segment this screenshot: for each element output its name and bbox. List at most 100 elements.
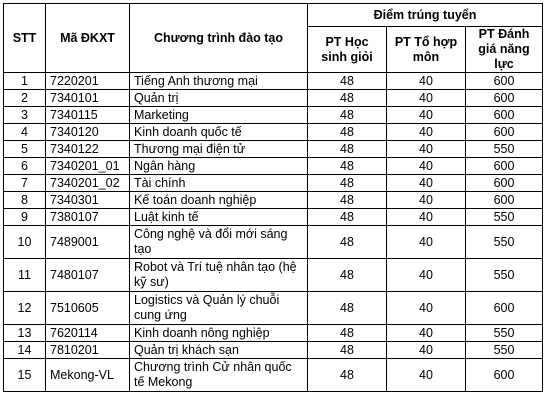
cell-code: 7620114 <box>45 324 130 342</box>
cell-stt: 10 <box>3 225 46 259</box>
cell-stt: 5 <box>3 140 46 158</box>
cell-program: Chương trình Cử nhân quốc tế Mekong <box>129 358 308 392</box>
table-row: 1 7220201 Tiếng Anh thương mại 48 40 600 <box>3 72 543 90</box>
header-code: Mã ĐKXT <box>45 3 130 73</box>
cell-code: 7340101 <box>45 89 130 107</box>
header-pt-thm: PT Tổ hợp môn <box>386 26 466 73</box>
cell-thm: 40 <box>386 106 466 124</box>
cell-stt: 4 <box>3 123 46 141</box>
cell-hsg: 48 <box>307 225 387 259</box>
admission-score-table: STT Mã ĐKXT Chương trình đào tạo Điểm tr… <box>3 3 543 392</box>
cell-code: 7810201 <box>45 341 130 359</box>
cell-hsg: 48 <box>307 140 387 158</box>
cell-thm: 40 <box>386 324 466 342</box>
cell-program: Quản trị khách sạn <box>129 341 308 359</box>
cell-dgnl: 600 <box>465 358 543 392</box>
cell-code: 7510605 <box>45 291 130 325</box>
cell-hsg: 48 <box>307 258 387 292</box>
cell-hsg: 48 <box>307 291 387 325</box>
cell-program: Luật kinh tế <box>129 208 308 226</box>
table-row: 13 7620114 Kinh doanh nông nghiệp 48 40 … <box>3 324 543 342</box>
cell-code: Mekong-VL <box>45 358 130 392</box>
table-row: 7 7340201_02 Tài chính 48 40 600 <box>3 174 543 192</box>
table-row: 5 7340122 Thương mại điện tử 48 40 550 <box>3 140 543 158</box>
table-row: 8 7340301 Kế toán doanh nghiệp 48 40 600 <box>3 191 543 209</box>
cell-stt: 12 <box>3 291 46 325</box>
cell-dgnl: 600 <box>465 89 543 107</box>
cell-hsg: 48 <box>307 358 387 392</box>
cell-dgnl: 550 <box>465 225 543 259</box>
cell-code: 7340122 <box>45 140 130 158</box>
cell-code: 7480107 <box>45 258 130 292</box>
cell-hsg: 48 <box>307 341 387 359</box>
table-row: 11 7480107 Robot và Trí tuệ nhân tạo (hệ… <box>3 258 543 292</box>
cell-stt: 13 <box>3 324 46 342</box>
cell-thm: 40 <box>386 208 466 226</box>
cell-stt: 8 <box>3 191 46 209</box>
cell-hsg: 48 <box>307 208 387 226</box>
cell-thm: 40 <box>386 157 466 175</box>
cell-stt: 11 <box>3 258 46 292</box>
table-row: 14 7810201 Quản trị khách sạn 48 40 550 <box>3 341 543 359</box>
cell-stt: 9 <box>3 208 46 226</box>
cell-program: Ngân hàng <box>129 157 308 175</box>
cell-dgnl: 550 <box>465 140 543 158</box>
cell-thm: 40 <box>386 291 466 325</box>
table-row: 9 7380107 Luật kinh tế 48 40 550 <box>3 208 543 226</box>
cell-dgnl: 550 <box>465 258 543 292</box>
cell-dgnl: 550 <box>465 324 543 342</box>
cell-program: Kinh doanh quốc tế <box>129 123 308 141</box>
cell-dgnl: 600 <box>465 123 543 141</box>
cell-code: 7340120 <box>45 123 130 141</box>
cell-hsg: 48 <box>307 324 387 342</box>
cell-dgnl: 600 <box>465 291 543 325</box>
header-pt-hsg: PT Học sinh giỏi <box>307 26 387 73</box>
cell-program: Logistics và Quản lý chuỗi cung ứng <box>129 291 308 325</box>
cell-dgnl: 550 <box>465 208 543 226</box>
cell-code: 7340201_02 <box>45 174 130 192</box>
cell-dgnl: 550 <box>465 341 543 359</box>
cell-thm: 40 <box>386 72 466 90</box>
cell-code: 7489001 <box>45 225 130 259</box>
cell-program: Tiếng Anh thương mại <box>129 72 308 90</box>
cell-thm: 40 <box>386 225 466 259</box>
table-row: 10 7489001 Công nghệ và đổi mới sáng tạo… <box>3 225 543 259</box>
cell-hsg: 48 <box>307 157 387 175</box>
cell-hsg: 48 <box>307 106 387 124</box>
cell-thm: 40 <box>386 258 466 292</box>
cell-stt: 6 <box>3 157 46 175</box>
cell-thm: 40 <box>386 341 466 359</box>
cell-program: Robot và Trí tuệ nhân tạo (hệ kỹ sư) <box>129 258 308 292</box>
cell-dgnl: 600 <box>465 191 543 209</box>
cell-thm: 40 <box>386 89 466 107</box>
cell-code: 7220201 <box>45 72 130 90</box>
header-score-group: Điểm trúng tuyển <box>307 3 543 27</box>
cell-dgnl: 600 <box>465 72 543 90</box>
cell-stt: 1 <box>3 72 46 90</box>
table-row: 6 7340201_01 Ngân hàng 48 40 600 <box>3 157 543 175</box>
cell-program: Kế toán doanh nghiệp <box>129 191 308 209</box>
table-row: 3 7340115 Marketing 48 40 600 <box>3 106 543 124</box>
cell-hsg: 48 <box>307 72 387 90</box>
cell-program: Kinh doanh nông nghiệp <box>129 324 308 342</box>
table-row: 2 7340101 Quản trị 48 40 600 <box>3 89 543 107</box>
cell-hsg: 48 <box>307 123 387 141</box>
cell-program: Tài chính <box>129 174 308 192</box>
cell-stt: 14 <box>3 341 46 359</box>
header-program: Chương trình đào tạo <box>129 3 308 73</box>
cell-code: 7380107 <box>45 208 130 226</box>
cell-dgnl: 600 <box>465 174 543 192</box>
cell-thm: 40 <box>386 174 466 192</box>
cell-code: 7340301 <box>45 191 130 209</box>
cell-thm: 40 <box>386 140 466 158</box>
table-row: 15 Mekong-VL Chương trình Cử nhân quốc t… <box>3 358 543 392</box>
cell-code: 7340115 <box>45 106 130 124</box>
table-row: 12 7510605 Logistics và Quản lý chuỗi cu… <box>3 291 543 325</box>
cell-thm: 40 <box>386 191 466 209</box>
cell-stt: 15 <box>3 358 46 392</box>
cell-program: Thương mại điện tử <box>129 140 308 158</box>
header-stt: STT <box>3 3 46 73</box>
cell-program: Công nghệ và đổi mới sáng tạo <box>129 225 308 259</box>
cell-program: Marketing <box>129 106 308 124</box>
cell-code: 7340201_01 <box>45 157 130 175</box>
